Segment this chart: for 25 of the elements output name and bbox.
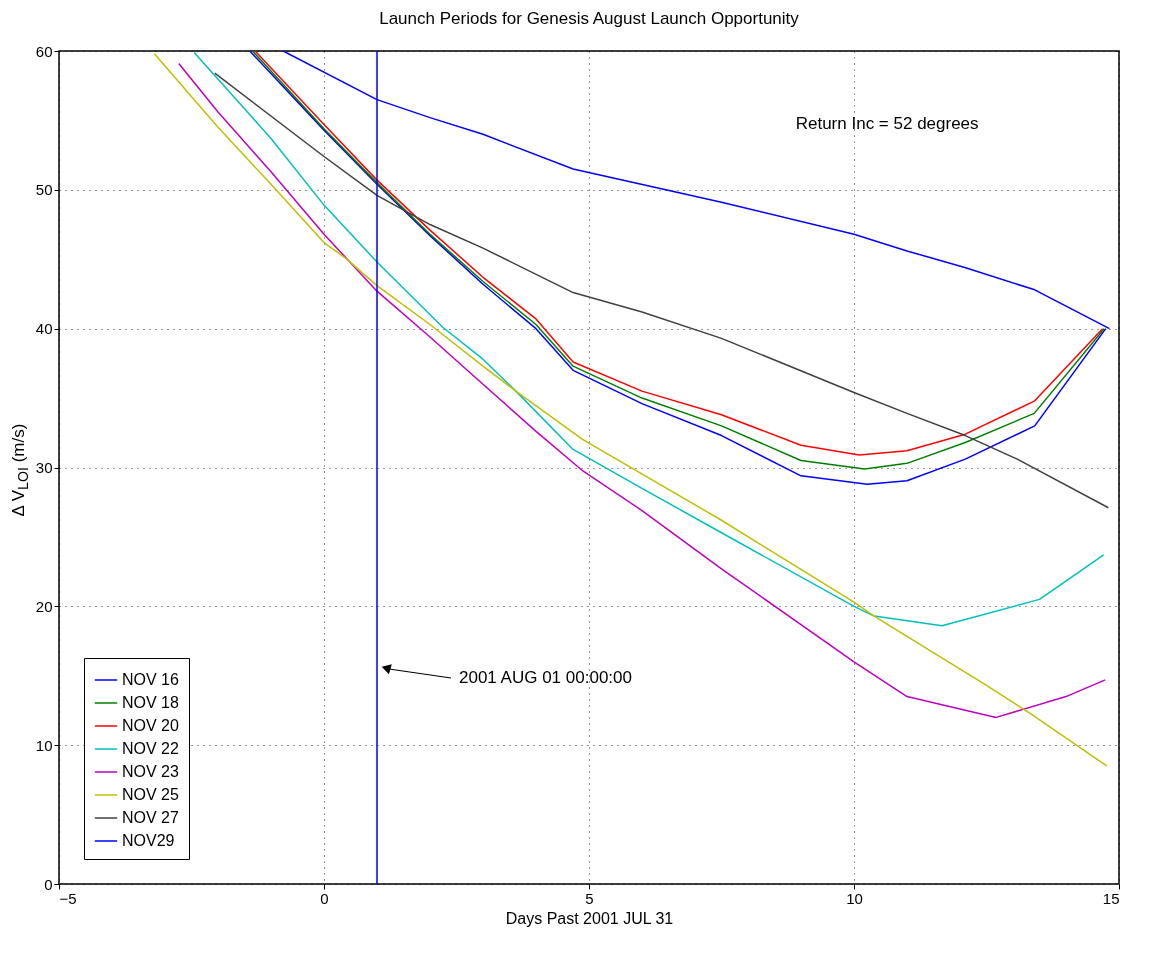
y-tick-label: 0: [44, 875, 53, 893]
chart-title: Launch Periods for Genesis August Launch Opportunity: [379, 9, 800, 28]
y-tick-label: 30: [35, 459, 53, 476]
y-tick-label: 20: [35, 597, 53, 615]
y-tick-label: 60: [35, 42, 53, 60]
x-tick-label: 10: [846, 889, 863, 907]
legend-label: NOV 18: [122, 694, 180, 711]
legend-label: NOV29: [122, 832, 175, 849]
legend-label: NOV 16: [122, 671, 180, 688]
y-tick-label: 50: [35, 181, 53, 199]
x-tick-label: 5: [585, 889, 594, 907]
x-tick-label: 15: [1102, 889, 1120, 907]
annotation: Return Inc = 52 degrees: [795, 114, 979, 133]
legend-label: NOV 22: [122, 740, 180, 757]
x-tick-label: 0: [320, 889, 329, 907]
x-axis-title: Days Past 2001 JUL 31: [505, 909, 674, 927]
legend-label: NOV 23: [122, 763, 180, 780]
annotation: 2001 AUG 01 00:00:00: [459, 668, 632, 687]
y-tick-label: 10: [35, 736, 53, 754]
line-series: [193, 51, 1105, 627]
x-tick-label: −5: [59, 889, 77, 907]
legend-label: NOV 27: [122, 809, 180, 826]
y-tick-label: 40: [35, 320, 53, 338]
legend-label: NOV 20: [122, 717, 180, 734]
legend-label: NOV 25: [122, 786, 180, 803]
